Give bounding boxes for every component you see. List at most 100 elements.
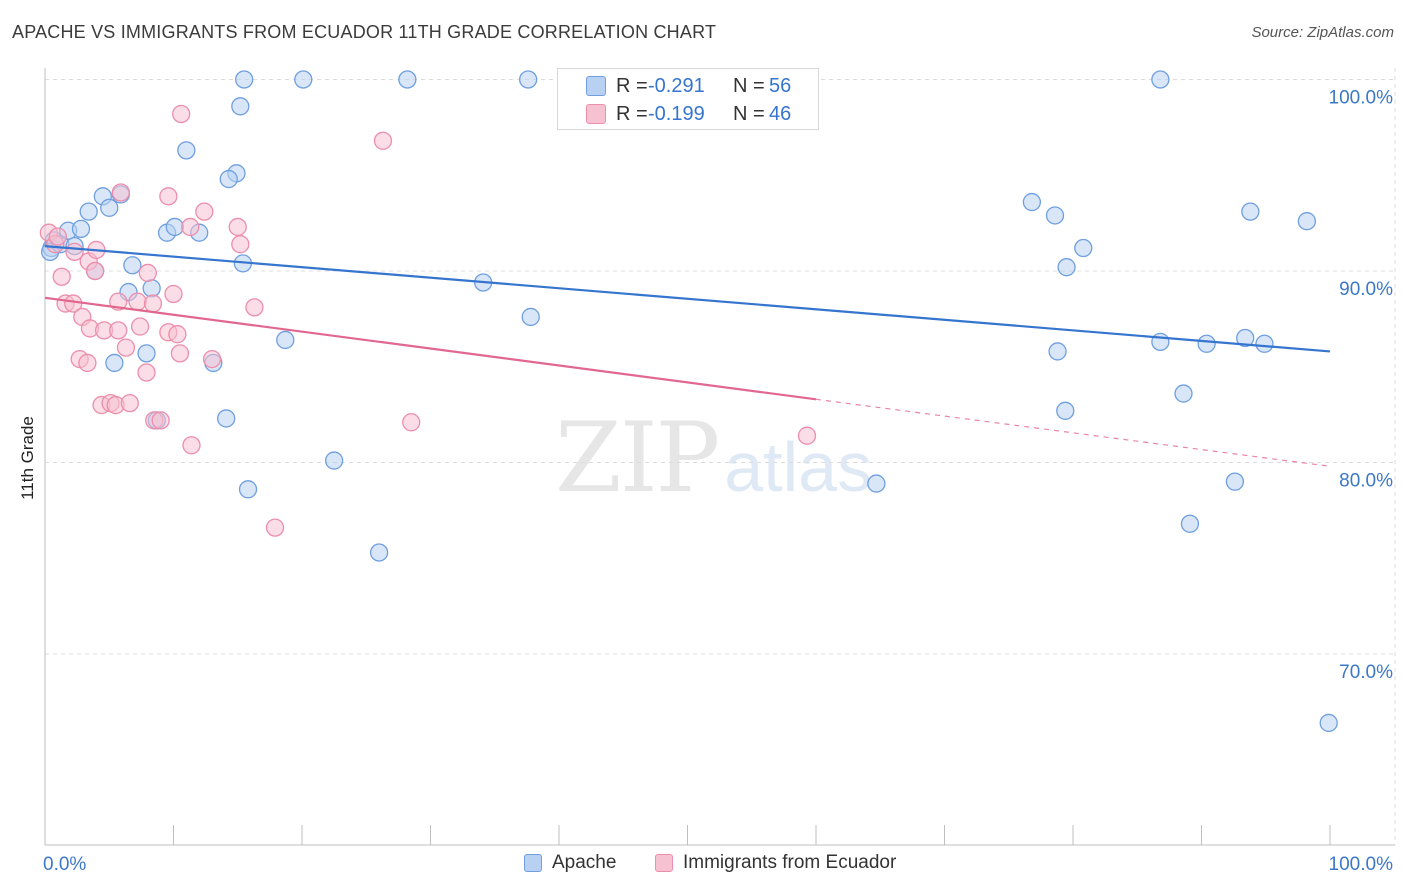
chart-title: APACHE VS IMMIGRANTS FROM ECUADOR 11TH G… bbox=[12, 22, 717, 42]
apache-point bbox=[1297, 212, 1317, 231]
ecuador-point bbox=[164, 284, 183, 304]
ecuador-point bbox=[116, 338, 136, 357]
apache-point bbox=[1174, 384, 1193, 403]
ecuador-point bbox=[170, 344, 190, 363]
apache-point bbox=[1151, 70, 1170, 89]
ecuador-r-value: -0.199 bbox=[648, 102, 705, 125]
stats-row-ecuador: R = -0.199 N = 46 bbox=[558, 100, 820, 128]
ecuador-trend-extension bbox=[815, 398, 1331, 467]
apache-point bbox=[1045, 206, 1065, 225]
stats-row-apache: R = -0.291 N = 56 bbox=[558, 72, 820, 100]
ecuador-point bbox=[168, 325, 187, 344]
watermark: ZIPatlas bbox=[555, 402, 872, 514]
bottom-legend: Apache Immigrants from Ecuador bbox=[0, 850, 1406, 880]
apache-point bbox=[79, 202, 98, 221]
apache-r-label: R = bbox=[616, 74, 648, 97]
ecuador-point bbox=[128, 292, 147, 311]
apache-point bbox=[1057, 258, 1076, 277]
y-tick-label: 70.0% bbox=[1339, 662, 1393, 683]
ecuador-trend-line bbox=[44, 296, 817, 401]
ecuador-point bbox=[797, 426, 817, 445]
apache-point bbox=[1241, 202, 1260, 221]
ecuador-point bbox=[138, 263, 157, 283]
ecuador-point bbox=[151, 411, 170, 430]
apache-point bbox=[1048, 342, 1067, 361]
ecuador-n-value: 46 bbox=[769, 102, 792, 125]
ecuador-point bbox=[202, 349, 222, 369]
watermark-atlas: atlas bbox=[724, 428, 873, 506]
apache-trend-line bbox=[44, 245, 1331, 353]
apache-point bbox=[123, 256, 142, 275]
ecuador-r-label: R = bbox=[616, 102, 648, 125]
apache-point bbox=[177, 141, 196, 160]
apache-point bbox=[137, 344, 156, 363]
apache-n-label: N = bbox=[733, 74, 765, 97]
y-tick-label: 90.0% bbox=[1339, 279, 1393, 300]
ecuador-point bbox=[159, 187, 178, 206]
ecuador-point bbox=[52, 267, 71, 286]
ecuador-point bbox=[85, 261, 105, 281]
apache-r-value: -0.291 bbox=[648, 74, 705, 97]
ecuador-point bbox=[373, 131, 393, 150]
ecuador-point bbox=[265, 518, 285, 537]
apache-n-value: 56 bbox=[769, 74, 792, 97]
ecuador-point bbox=[182, 436, 201, 455]
apache-point bbox=[369, 543, 389, 562]
ecuador-point bbox=[78, 353, 97, 373]
apache-point bbox=[276, 330, 295, 350]
apache-point bbox=[1151, 332, 1170, 352]
ecuador-point bbox=[111, 183, 130, 202]
apache-point bbox=[100, 198, 119, 217]
ecuador-point bbox=[181, 217, 200, 237]
apache-point bbox=[1255, 334, 1274, 353]
legend-apache-label: Apache bbox=[552, 852, 617, 873]
apache-point bbox=[1197, 334, 1216, 353]
ecuador-point bbox=[231, 235, 250, 254]
ecuador-point bbox=[120, 393, 139, 413]
apache-point bbox=[238, 480, 258, 499]
apache-point bbox=[231, 97, 250, 116]
apache-point bbox=[71, 219, 91, 239]
apache-point bbox=[1056, 401, 1075, 420]
apache-point bbox=[1180, 514, 1200, 533]
ecuador-point bbox=[130, 317, 150, 336]
ecuador-point bbox=[48, 227, 67, 246]
y-tick-label: 100.0% bbox=[1329, 88, 1394, 109]
y-tick-label: 80.0% bbox=[1339, 471, 1393, 492]
apache-point bbox=[1319, 713, 1338, 733]
apache-swatch bbox=[586, 76, 606, 96]
apache-point bbox=[217, 409, 236, 428]
apache-point bbox=[294, 70, 313, 89]
apache-point bbox=[521, 307, 540, 327]
ecuador-point bbox=[245, 298, 264, 317]
ecuador-point bbox=[137, 363, 156, 382]
legend-ecuador-swatch bbox=[655, 854, 673, 872]
ecuador-point bbox=[143, 294, 163, 313]
legend-apache-swatch bbox=[524, 854, 542, 872]
apache-point bbox=[867, 474, 886, 493]
watermark-zip: ZIP bbox=[555, 402, 720, 514]
ecuador-point bbox=[195, 202, 214, 221]
apache-point bbox=[235, 70, 254, 89]
ecuador-point bbox=[228, 217, 247, 237]
apache-point bbox=[1074, 238, 1093, 258]
apache-point bbox=[219, 169, 238, 189]
apache-point bbox=[165, 217, 184, 237]
x-tick-label: 100.0% bbox=[1329, 854, 1394, 875]
apache-point bbox=[142, 279, 161, 298]
apache-point bbox=[105, 353, 124, 373]
y-axis-label: 11th Grade bbox=[18, 416, 37, 500]
ecuador-point bbox=[402, 413, 421, 432]
stats-legend: R = -0.291 N = 56 R = -0.199 N = 46 bbox=[557, 68, 819, 130]
apache-point bbox=[1236, 328, 1255, 348]
legend-item-ecuador[interactable]: Immigrants from Ecuador bbox=[655, 852, 896, 874]
legend-ecuador-label: Immigrants from Ecuador bbox=[683, 852, 897, 873]
apache-point bbox=[1225, 472, 1245, 491]
ecuador-swatch bbox=[586, 104, 606, 124]
x-tick-label: 0.0% bbox=[43, 854, 86, 875]
apache-point bbox=[398, 70, 417, 89]
legend-item-apache[interactable]: Apache bbox=[524, 852, 616, 874]
ecuador-point bbox=[109, 321, 128, 340]
apache-point bbox=[519, 70, 538, 89]
